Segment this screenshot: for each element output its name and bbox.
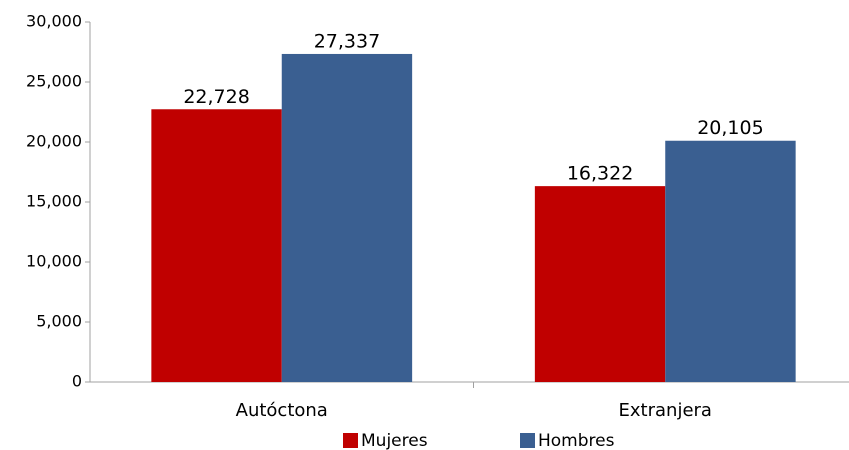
y-tick-label: 30,000 <box>26 12 82 31</box>
legend-swatch <box>343 433 358 448</box>
legend-swatch <box>520 433 535 448</box>
value-label: 27,337 <box>314 30 380 52</box>
y-tick-label: 0 <box>72 372 82 391</box>
x-tick-label: Extranjera <box>619 400 712 421</box>
bar <box>665 140 796 382</box>
y-tick-label: 15,000 <box>26 192 82 211</box>
x-tick-label: Autóctona <box>236 400 328 421</box>
y-tick-label: 10,000 <box>26 252 82 271</box>
y-tick-label: 25,000 <box>26 72 82 91</box>
y-tick-label: 5,000 <box>36 312 82 331</box>
y-tick-label: 20,000 <box>26 132 82 151</box>
bar <box>281 53 413 383</box>
legend-label: Hombres <box>538 431 615 450</box>
bar <box>534 186 666 382</box>
value-label: 20,105 <box>697 117 763 139</box>
value-label: 16,322 <box>567 163 633 185</box>
legend-label: Mujeres <box>361 431 428 450</box>
value-label: 22,728 <box>183 86 249 108</box>
bar <box>151 109 282 382</box>
